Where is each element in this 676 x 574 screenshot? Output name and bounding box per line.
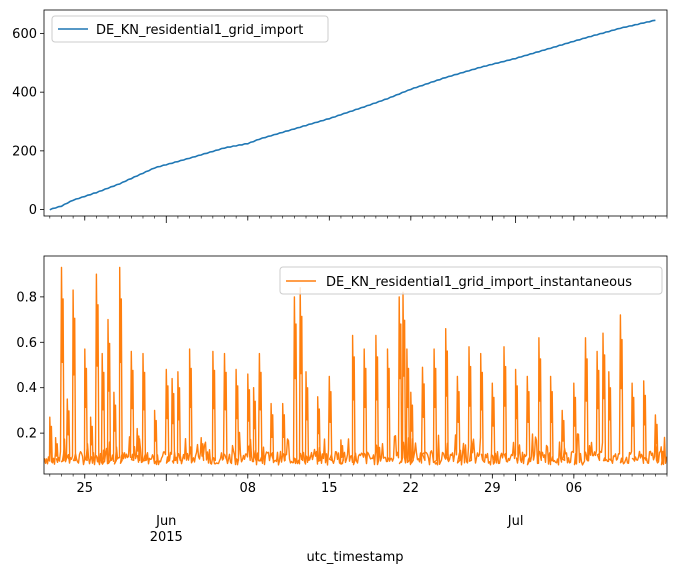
bottom-ytick-label: 0.4 bbox=[16, 381, 37, 396]
bottom-legend: DE_KN_residential1_grid_import_instantan… bbox=[279, 266, 663, 295]
bottom-ytick-label: 0.6 bbox=[16, 336, 37, 351]
bottom-xtick-label: 22 bbox=[403, 481, 420, 496]
month-label: Jun bbox=[155, 514, 176, 529]
top-legend: DE_KN_residential1_grid_import bbox=[51, 15, 329, 43]
top-ytick-label: 600 bbox=[12, 27, 37, 42]
top-y-axis: 0 200 400 600 bbox=[12, 27, 44, 218]
bottom-xtick-label: 15 bbox=[321, 481, 338, 496]
series-line-grid-import-instantaneous bbox=[43, 266, 668, 466]
bottom-y-axis: 0.2 0.4 0.6 0.8 bbox=[16, 290, 44, 442]
bottom-ytick-label: 0.8 bbox=[16, 290, 37, 305]
bottom-x-axis: 25 08 15 22 29 06 bbox=[49, 474, 668, 496]
bottom-ytick-label: 0.2 bbox=[16, 427, 37, 442]
bottom-xtick-label: 29 bbox=[484, 481, 501, 496]
top-ytick-label: 200 bbox=[12, 144, 37, 159]
month-label: Jul bbox=[507, 514, 524, 529]
bottom-subplot: 0.2 0.4 0.6 0.8 25 08 15 22 29 06 DE_KN_resident… bbox=[16, 255, 668, 496]
x-axis-label: utc_timestamp bbox=[306, 550, 403, 565]
top-ytick-label: 0 bbox=[29, 203, 37, 218]
legend-label-grid-import: DE_KN_residential1_grid_import bbox=[96, 23, 303, 38]
year-label: 2015 bbox=[150, 530, 183, 545]
legend-label-grid-import-instantaneous: DE_KN_residential1_grid_import_instantan… bbox=[326, 275, 632, 290]
bottom-plot-frame bbox=[43, 255, 668, 475]
top-subplot: 0 200 400 600 DE_KN_residential1_grid_impor… bbox=[12, 9, 668, 223]
bottom-xtick-label: 25 bbox=[76, 481, 93, 496]
top-x-axis bbox=[49, 216, 668, 223]
top-plot-frame bbox=[43, 9, 668, 217]
series-line-grid-import bbox=[49, 19, 656, 211]
bottom-xtick-label: 08 bbox=[240, 481, 257, 496]
bottom-xtick-label: 06 bbox=[566, 481, 583, 496]
top-ytick-label: 400 bbox=[12, 86, 37, 101]
